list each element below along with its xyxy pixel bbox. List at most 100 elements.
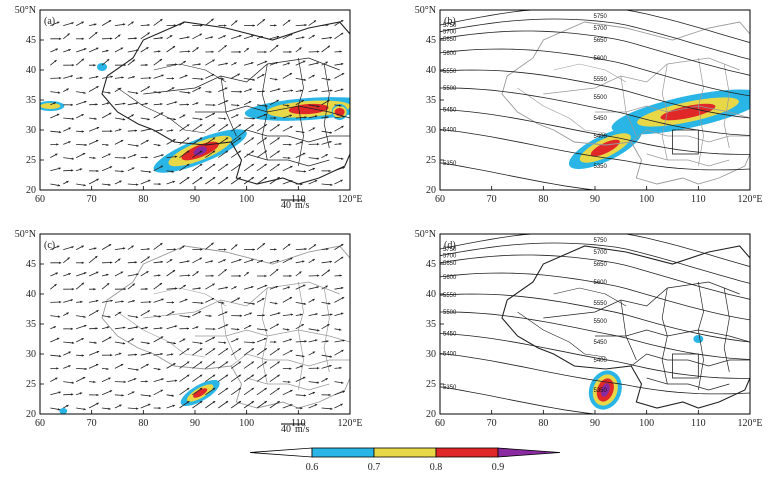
wind-arrowhead bbox=[169, 35, 173, 38]
wind-arrowhead bbox=[84, 324, 87, 328]
x-tick-label: 120°E bbox=[337, 194, 362, 205]
wind-arrowhead bbox=[275, 302, 278, 305]
wind-arrowhead bbox=[108, 183, 111, 186]
wind-arrowhead bbox=[79, 168, 83, 171]
height-contour bbox=[440, 386, 750, 414]
wind-arrowhead bbox=[262, 314, 265, 317]
wind-arrowhead bbox=[118, 352, 122, 355]
wind-arrowhead bbox=[238, 348, 241, 351]
study-area-box bbox=[672, 129, 699, 155]
wind-arrowhead bbox=[303, 394, 307, 397]
height-contour bbox=[440, 129, 750, 171]
wind-arrowhead bbox=[146, 139, 149, 143]
wind-arrowhead bbox=[53, 102, 56, 105]
wind-arrowhead bbox=[159, 283, 163, 286]
height-contour bbox=[440, 162, 750, 190]
wind-arrowhead bbox=[289, 404, 293, 407]
wind-arrowhead bbox=[223, 117, 227, 120]
wind-arrowhead bbox=[93, 156, 96, 160]
wind-arrowhead bbox=[148, 76, 152, 80]
y-tick-label: 50°N bbox=[415, 229, 436, 240]
wind-arrowhead bbox=[312, 259, 315, 262]
wind-arrowhead bbox=[252, 302, 255, 305]
wind-arrowhead bbox=[198, 87, 202, 90]
wind-arrowhead bbox=[186, 401, 190, 404]
wind-arrowhead bbox=[96, 310, 99, 313]
wind-arrowhead bbox=[265, 328, 268, 332]
wind-arrowhead bbox=[94, 32, 98, 35]
wind-arrowhead bbox=[223, 341, 227, 344]
wind-arrowhead bbox=[251, 348, 254, 351]
wind-arrowhead bbox=[198, 287, 201, 290]
wind-arrowhead bbox=[145, 102, 148, 105]
wind-arrowhead bbox=[108, 20, 112, 23]
wind-arrowhead bbox=[199, 124, 203, 127]
wind-arrowhead bbox=[174, 155, 178, 158]
wind-arrowhead bbox=[80, 300, 83, 304]
wind-arrowhead bbox=[195, 326, 199, 329]
wind-arrowhead bbox=[147, 310, 150, 313]
wind-arrowhead bbox=[96, 126, 100, 130]
wind-arrowhead bbox=[317, 329, 320, 332]
wind-arrowhead bbox=[81, 37, 84, 40]
panel-label: (b) bbox=[444, 16, 456, 27]
wind-arrowhead bbox=[134, 129, 138, 132]
contour-label: 5700 bbox=[593, 250, 607, 256]
wind-arrowhead bbox=[81, 282, 84, 285]
wind-arrowhead bbox=[145, 63, 148, 67]
wind-arrowhead bbox=[118, 87, 122, 91]
wind-arrowhead bbox=[277, 88, 281, 91]
wind-arrowhead bbox=[210, 260, 214, 263]
contour-label: 5650 bbox=[593, 262, 607, 268]
wind-arrowhead bbox=[340, 179, 343, 182]
wind-arrowhead bbox=[238, 274, 242, 278]
wind-arrowhead bbox=[93, 63, 96, 67]
wind-arrowhead bbox=[71, 22, 74, 25]
wind-arrowhead bbox=[277, 348, 280, 351]
wind-arrowhead bbox=[95, 327, 98, 330]
y-tick-label: 45 bbox=[426, 35, 436, 46]
wind-arrowhead bbox=[341, 349, 344, 353]
province-boundary bbox=[143, 281, 340, 319]
wind-arrowhead bbox=[289, 143, 292, 146]
wind-arrowhead bbox=[96, 402, 99, 405]
wind-arrowhead bbox=[196, 271, 199, 274]
wind-arrowhead bbox=[264, 387, 267, 391]
wind-arrowhead bbox=[225, 387, 229, 391]
wind-arrowhead bbox=[160, 260, 163, 264]
wind-arrowhead bbox=[314, 115, 318, 118]
y-tick-label: 20 bbox=[26, 409, 36, 420]
wind-arrowhead bbox=[93, 287, 96, 291]
wind-arrowhead bbox=[237, 297, 240, 300]
wind-arrowhead bbox=[264, 163, 267, 167]
wind-arrowhead bbox=[57, 315, 61, 318]
wind-arrowhead bbox=[158, 50, 161, 53]
wind-arrowhead bbox=[95, 103, 98, 106]
wind-arrowhead bbox=[83, 407, 86, 411]
wind-arrowhead bbox=[252, 24, 255, 27]
wind-arrowhead bbox=[276, 259, 280, 263]
wind-arrowhead bbox=[237, 73, 240, 76]
height-contour bbox=[440, 254, 750, 300]
height-contour bbox=[440, 353, 750, 395]
colorbar: 0.6 0.7 0.8 0.9 bbox=[249, 447, 561, 473]
province-boundary bbox=[246, 153, 330, 167]
wind-arrowhead bbox=[238, 374, 241, 377]
wind-arrowhead bbox=[342, 166, 345, 170]
wind-arrowhead bbox=[251, 35, 254, 38]
wind-arrowhead bbox=[68, 127, 71, 130]
wind-arrowhead bbox=[225, 137, 229, 140]
y-tick-label: 20 bbox=[26, 185, 36, 196]
wind-reference-value: 40 bbox=[281, 424, 291, 435]
province-boundary bbox=[261, 63, 268, 161]
contour-label: 5700 bbox=[593, 26, 607, 32]
wind-arrowhead bbox=[329, 36, 332, 39]
wind-arrowhead bbox=[160, 102, 163, 106]
wind-arrowhead bbox=[149, 352, 152, 355]
wind-arrowhead bbox=[238, 150, 241, 153]
wind-arrowhead bbox=[119, 404, 122, 407]
y-tick-label: 40 bbox=[26, 65, 36, 76]
wind-arrowhead bbox=[131, 114, 134, 117]
wind-arrowhead bbox=[160, 352, 163, 356]
